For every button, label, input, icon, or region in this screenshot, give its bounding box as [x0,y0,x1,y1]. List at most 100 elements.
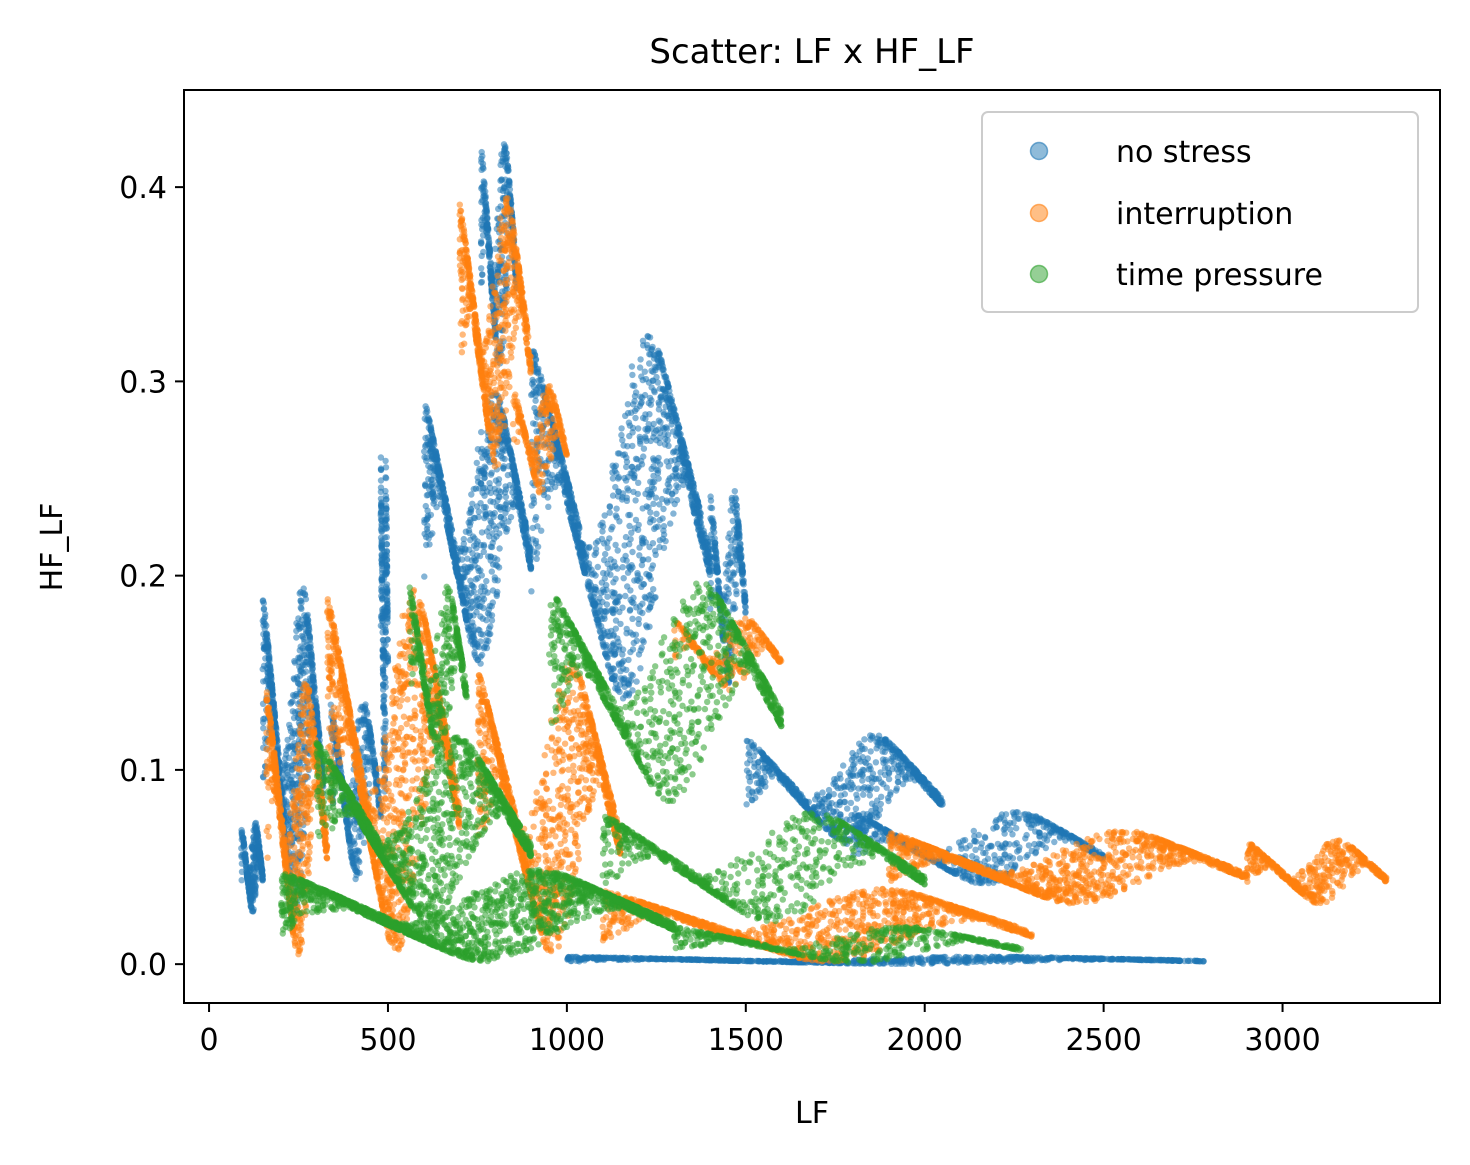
data-point [673,496,681,504]
data-point [448,526,455,534]
data-point [645,421,652,428]
data-point [656,434,663,441]
data-point [381,534,389,541]
data-point [565,482,572,490]
data-point [615,593,622,601]
data-point [470,485,477,493]
data-point [350,863,357,870]
data-point [382,457,389,465]
data-point [427,511,435,519]
data-point [466,563,473,571]
data-point [624,583,631,590]
data-point [645,333,652,340]
data-point [695,511,703,519]
data-point [532,513,540,521]
data-point [597,629,604,636]
data-point [639,376,646,384]
data-point [637,665,644,672]
data-point [480,604,487,612]
data-point [479,271,486,278]
data-point [478,428,485,436]
data-point [427,476,435,484]
data-point [496,545,503,552]
data-point [630,474,638,481]
data-point [606,535,613,542]
data-point [266,677,274,685]
data-point [660,523,668,530]
data-point [612,483,619,491]
data-point [686,482,693,489]
data-point [614,547,621,554]
data-point [421,573,428,580]
data-point [650,472,657,480]
data-point [731,488,738,495]
data-point [650,517,657,524]
data-point [625,563,633,570]
data-point [486,524,493,531]
data-point [655,399,662,406]
data-point [645,556,652,563]
data-point [488,612,496,619]
data-point [502,525,509,532]
data-point [640,581,647,588]
data-point [707,538,714,545]
data-point [586,543,593,551]
data-point [538,376,545,384]
data-point [422,482,429,490]
data-point [624,485,631,492]
data-point [382,487,389,495]
data-point [499,187,507,194]
data-point [632,516,640,524]
data-point [483,644,491,652]
data-point [421,519,428,526]
data-point [610,579,617,586]
data-point [442,501,450,508]
data-point [482,200,490,207]
data-point [588,596,595,603]
data-point [491,509,498,517]
data-point [531,405,538,412]
data-point [725,598,732,605]
data-point [461,608,468,615]
data-point [488,568,495,575]
data-point [253,870,260,878]
data-point [479,454,486,461]
data-point [622,533,630,541]
data-point [693,520,700,527]
data-point [660,366,667,373]
data-point [637,356,644,363]
data-point [673,482,680,489]
data-point [384,608,391,615]
data-point [654,426,662,433]
data-point [598,535,606,543]
data-point [475,508,483,515]
data-point [601,512,608,519]
data-point [604,544,611,552]
data-point [500,463,507,470]
data-point [592,539,600,547]
data-point [502,439,510,446]
data-point [432,449,439,456]
data-point [715,577,722,585]
data-point [264,641,272,649]
data-point [632,414,639,422]
data-point [382,571,389,578]
data-point [498,158,505,165]
data-point [661,441,669,448]
data-point [487,260,494,268]
data-point [647,591,655,598]
data-point [647,401,654,408]
data-point [382,496,390,503]
data-point [639,337,647,344]
data-point [303,658,311,666]
data-point [442,494,449,501]
data-point [383,564,390,572]
data-point [261,625,268,633]
data-point [683,459,690,466]
data-point [572,535,579,542]
data-point [519,525,527,532]
data-point [240,841,248,849]
data-point [481,181,488,188]
data-point [665,477,672,484]
data-point [631,393,639,400]
